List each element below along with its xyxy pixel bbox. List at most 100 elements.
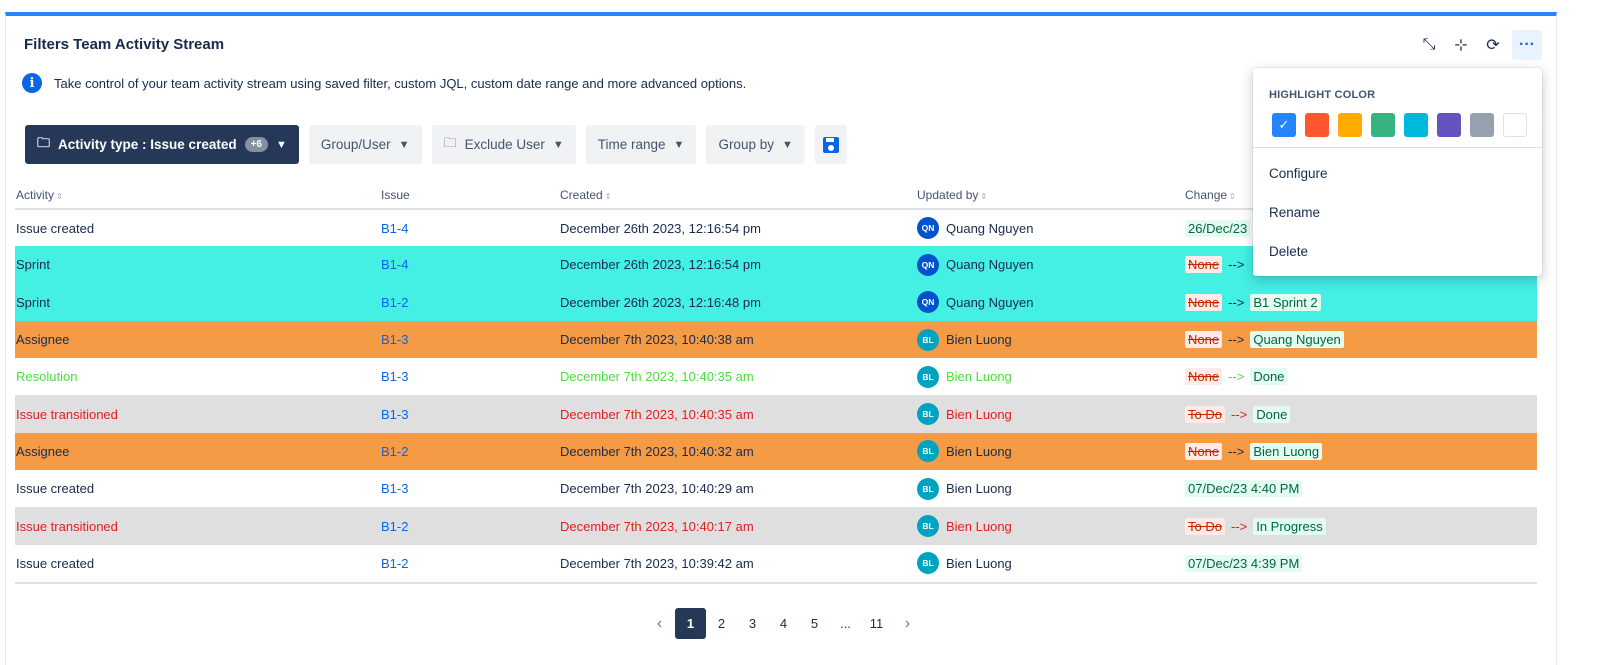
delete-menu-item[interactable]: Delete (1269, 244, 1309, 259)
updated-by-cell: BL Bien Luong (917, 515, 1185, 538)
save-button[interactable] (814, 125, 847, 164)
check-icon: ✓ (1278, 117, 1290, 132)
change-arrow: --> (1230, 518, 1248, 534)
old-value: None (1185, 256, 1223, 274)
collapse-icon[interactable]: ⊹ (1454, 37, 1468, 54)
page-11[interactable]: 11 (869, 616, 884, 631)
created-cell: December 7th 2023, 10:39:42 am (560, 555, 754, 571)
more-icon[interactable]: ··· (1512, 30, 1542, 60)
new-value: 26/Dec/23 (1185, 219, 1251, 237)
table-row: Assignee B1-3 December 7th 2023, 10:40:38 … (15, 320, 1537, 359)
user-name: Bien Luong (946, 518, 1012, 534)
issue-link[interactable]: B1-2 (381, 294, 409, 310)
more-options-menu: HIGHLIGHT COLOR ✓ Configure Rename Delet… (1253, 68, 1542, 276)
minimize-icon[interactable]: ⤡ (1422, 36, 1436, 53)
column-header-activity[interactable]: Activity ⇕ (15, 181, 381, 210)
activity-cell: Sprint (16, 257, 50, 273)
rename-menu-item[interactable]: Rename (1269, 205, 1321, 220)
issue-link[interactable]: B1-3 (381, 332, 409, 348)
highlight-color-heading: HIGHLIGHT COLOR (1269, 89, 1376, 101)
user-name: Bien Luong (946, 369, 1012, 385)
issue-link[interactable]: B1-2 (381, 518, 409, 534)
user-name: Bien Luong (946, 443, 1012, 459)
created-cell: December 7th 2023, 10:40:38 am (560, 332, 754, 348)
activity-cell: Sprint (16, 294, 50, 310)
change-arrow: --> (1228, 332, 1245, 348)
issue-link[interactable]: B1-2 (381, 443, 409, 459)
issue-link[interactable]: B1-4 (381, 220, 409, 236)
avatar: BL (917, 328, 939, 351)
table-row: Issue created B1-2 December 7th 2023, 10:3… (15, 545, 1537, 582)
change-arrow: --> (1228, 443, 1245, 459)
next-page-icon[interactable]: › (904, 614, 911, 632)
change-cell: None --> Done (1185, 358, 1537, 395)
color-swatch[interactable]: ✓ (1272, 113, 1296, 137)
issue-link[interactable]: B1-4 (381, 257, 409, 273)
time-range-filter[interactable]: Time range ▼ (585, 125, 697, 164)
column-header-updated-by[interactable]: Updated by ⇕ (917, 181, 1185, 210)
table-bottom-border (15, 582, 1537, 584)
color-swatch[interactable] (1503, 113, 1527, 137)
user-name: Bien Luong (946, 406, 1012, 422)
configure-menu-item[interactable]: Configure (1269, 166, 1328, 181)
old-value: None (1185, 331, 1223, 349)
pagination: ‹ 1 2 3 4 5 ... 11 › (644, 608, 923, 639)
avatar: QN (917, 291, 939, 314)
column-header-created[interactable]: Created ⇕ (560, 181, 917, 210)
new-value: In Progress (1253, 517, 1326, 535)
table-row: Issue created B1-3 December 7th 2023, 10:4… (15, 470, 1537, 507)
page-5[interactable]: 5 (810, 616, 819, 631)
color-swatch[interactable] (1470, 113, 1494, 137)
change-cell: To Do --> In Progress (1185, 507, 1537, 544)
change-cell: None --> Bien Luong (1185, 433, 1537, 470)
created-cell: December 7th 2023, 10:40:32 am (560, 443, 754, 459)
change-cell: To Do --> Done (1185, 395, 1537, 432)
avatar: BL (917, 477, 939, 500)
avatar: BL (917, 365, 939, 388)
page-1[interactable]: 1 (675, 608, 706, 639)
updated-by-cell: QN Quang Nguyen (917, 253, 1185, 276)
activity-cell: Issue transitioned (16, 406, 118, 422)
chevron-down-icon: ▼ (781, 138, 793, 151)
activity-type-label: Activity type : Issue created (58, 137, 237, 152)
color-swatch[interactable] (1437, 113, 1461, 137)
exclude-user-filter[interactable]: 🗀 Exclude User ▼ (431, 125, 576, 164)
prev-page-icon[interactable]: ‹ (656, 614, 663, 632)
page-3[interactable]: 3 (748, 616, 757, 631)
issue-link[interactable]: B1-3 (381, 369, 409, 385)
activity-cell: Resolution (16, 369, 78, 385)
color-swatches: ✓ (1272, 113, 1527, 137)
column-header-issue: Issue (381, 181, 560, 210)
updated-by-cell: BL Bien Luong (917, 440, 1185, 463)
color-swatch[interactable] (1338, 113, 1362, 137)
activity-type-filter[interactable]: 🗀 Activity type : Issue created +6 ▼ (25, 125, 299, 164)
table-row: Issue created B1-4 December 26th 2023, 12:… (15, 209, 1537, 246)
color-swatch[interactable] (1404, 113, 1428, 137)
sort-icon: ⇕ (1229, 191, 1236, 201)
created-cell: December 7th 2023, 10:40:35 am (560, 369, 754, 385)
updated-by-cell: BL Bien Luong (917, 552, 1185, 575)
issue-link[interactable]: B1-3 (381, 406, 409, 422)
old-value: None (1185, 442, 1223, 460)
updated-by-cell: BL Bien Luong (917, 328, 1185, 351)
color-swatch[interactable] (1371, 113, 1395, 137)
avatar: BL (917, 515, 939, 538)
panel-title: Filters Team Activity Stream (24, 36, 225, 53)
activity-cell: Issue created (16, 481, 95, 497)
page-4[interactable]: 4 (779, 616, 788, 631)
page-2[interactable]: 2 (717, 616, 726, 631)
created-cell: December 26th 2023, 12:16:54 pm (560, 220, 761, 236)
refresh-icon[interactable]: ⟳ (1486, 37, 1500, 54)
activity-cell: Assignee (16, 332, 70, 348)
activity-cell: Issue created (16, 220, 95, 236)
issue-link[interactable]: B1-3 (381, 481, 409, 497)
avatar: BL (917, 403, 939, 426)
filter-bar: 🗀 Activity type : Issue created +6 ▼ Gro… (25, 125, 847, 164)
group-user-filter[interactable]: Group/User ▼ (308, 125, 422, 164)
time-range-label: Time range (597, 137, 666, 152)
exclude-user-label: Exclude User (464, 137, 545, 152)
issue-link[interactable]: B1-2 (381, 555, 409, 571)
group-by-filter[interactable]: Group by ▼ (706, 125, 805, 164)
panel-toolbar: ⤡ ⊹ ⟳ ··· (1416, 30, 1542, 60)
color-swatch[interactable] (1305, 113, 1329, 137)
